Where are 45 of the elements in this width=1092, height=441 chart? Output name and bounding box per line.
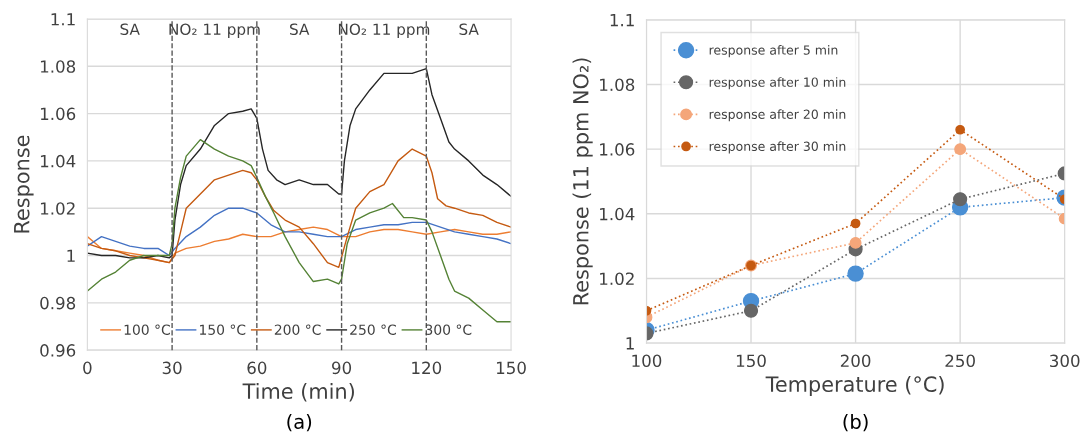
legend-label: response after 5 min xyxy=(709,45,838,58)
y-axis-title: Response xyxy=(14,135,34,233)
y-axis-title: Response (11 ppm NO₂) xyxy=(572,58,593,305)
y-tick-label: 1.04 xyxy=(600,207,635,221)
legend-label: 100 °C xyxy=(124,324,170,335)
legend-label: response after 20 min xyxy=(709,109,846,122)
annotation: SA xyxy=(290,23,310,35)
x-tick-label: 150 xyxy=(496,361,526,375)
y-tick-label: 0.96 xyxy=(40,344,76,357)
y-tick-label: 1.1 xyxy=(610,14,634,27)
x-tick-label: 150 xyxy=(736,354,766,368)
x-tick-label: 30 xyxy=(162,361,182,375)
y-tick-label: 1.06 xyxy=(40,107,76,121)
y-tick-label: 1.08 xyxy=(600,78,635,92)
x-axis-title: Temperature (°C) xyxy=(765,375,944,397)
annotation: NO₂ 11 ppm xyxy=(338,23,430,38)
x-tick-label: 120 xyxy=(412,361,442,375)
legend-label: response after 30 min xyxy=(709,141,846,154)
y-tick-label: 0.98 xyxy=(40,296,76,310)
y-tick-label: 1.04 xyxy=(40,154,76,168)
legend-label: 250 °C xyxy=(350,324,396,335)
x-tick-label: 0 xyxy=(83,361,92,375)
x-tick-label: 250 xyxy=(945,354,975,368)
x-tick-label: 100 xyxy=(632,354,662,368)
y-tick-label: 1.08 xyxy=(40,60,76,73)
y-tick-label: 1.1 xyxy=(51,13,75,26)
x-tick-label: 60 xyxy=(247,361,267,375)
legend-label: 150 °C xyxy=(200,324,246,335)
text: (a) xyxy=(287,413,312,432)
y-tick-label: 1.06 xyxy=(600,143,635,156)
y-tick-label: 1.02 xyxy=(600,272,634,286)
x-tick-label: 200 xyxy=(840,354,871,368)
x-axis-title: Time (min) xyxy=(242,382,354,402)
annotation: NO₂ 11 ppm xyxy=(169,23,260,38)
x-tick-label: 90 xyxy=(332,361,352,375)
y-tick-label: 1 xyxy=(626,337,634,350)
legend-label: 300 °C xyxy=(425,324,472,335)
legend-label: response after 10 min xyxy=(709,77,846,90)
legend-label: 200 °C xyxy=(274,324,321,335)
y-tick-label: 1 xyxy=(67,249,75,262)
y-tick-label: 1.02 xyxy=(40,202,75,215)
annotation: SA xyxy=(459,23,479,35)
annotation: SA xyxy=(120,23,140,35)
text: (b) xyxy=(843,413,868,432)
x-tick-label: 300 xyxy=(1050,354,1080,368)
